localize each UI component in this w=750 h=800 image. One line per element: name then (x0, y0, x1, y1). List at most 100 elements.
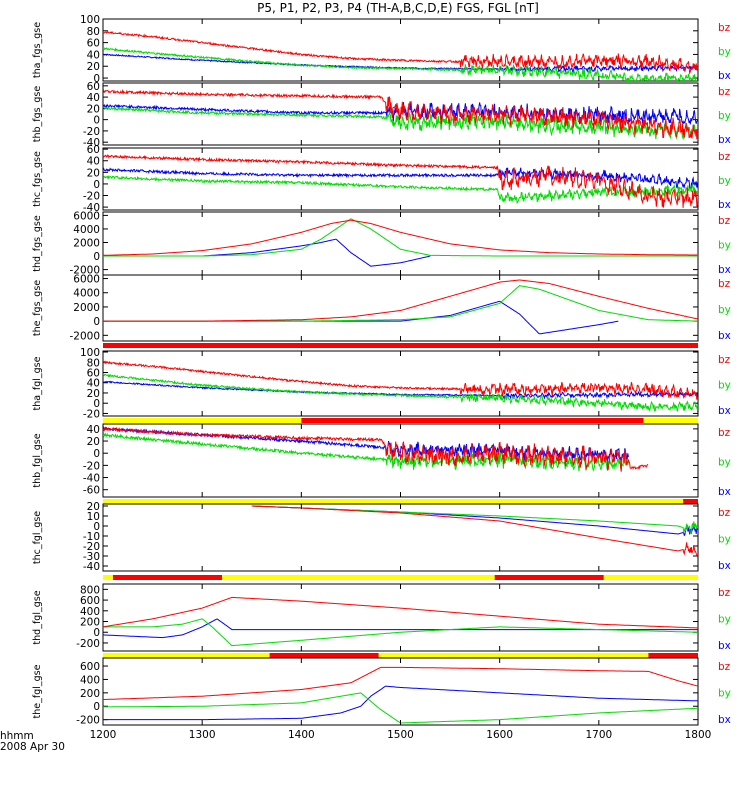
legend-by: by (718, 380, 731, 392)
series-bz (103, 88, 698, 142)
series-bz (103, 425, 649, 472)
panel-frame (102, 583, 699, 652)
y-tick-label: 6000 (73, 274, 100, 286)
y-tick-label: 20 (87, 501, 100, 513)
status-bar-segment (648, 653, 698, 658)
series-bz (103, 219, 698, 256)
status-bar-segment (683, 499, 698, 504)
legend-bz: bz (718, 151, 731, 163)
series-by (103, 618, 698, 647)
y-tick-label: 40 (87, 156, 100, 168)
series-by (103, 174, 698, 205)
status-bar-segment (103, 653, 270, 658)
y-tick-label: 400 (80, 606, 100, 618)
y-axis-label: tha_fgl_gse (32, 356, 43, 410)
panel-frame (102, 503, 699, 572)
legend-bz: bz (718, 587, 731, 599)
series-bz (103, 666, 698, 700)
series-by (103, 432, 629, 472)
series-group (103, 218, 698, 267)
y-tick-label: -2000 (69, 265, 100, 277)
status-bar-segment (378, 653, 649, 658)
status-bar-segment (643, 418, 698, 423)
series-bx (251, 505, 698, 537)
status-bar-segment (494, 575, 604, 580)
series-bx (103, 300, 619, 335)
x-tick-label: 1300 (189, 729, 216, 741)
y-axis-label: the_fgs_gse (32, 280, 43, 336)
legend-by: by (718, 457, 731, 469)
x-tick-label: 1800 (685, 729, 712, 741)
y-tick-label: 20 (87, 61, 100, 73)
y-tick-label: -40 (83, 137, 100, 149)
y-tick-label: -40 (83, 202, 100, 214)
date-label: 2008 Apr 30 (0, 741, 65, 753)
y-tick-label: 20 (87, 388, 100, 400)
y-tick-label: 4000 (73, 288, 100, 300)
series-group (103, 30, 698, 81)
status-bar-segment (103, 418, 302, 423)
y-tick-label: 200 (80, 617, 100, 629)
y-tick-label: 60 (87, 144, 100, 156)
y-tick-label: -20 (83, 408, 100, 420)
legend-bx: bx (718, 330, 731, 342)
series-by (103, 373, 698, 413)
status-bar-segment (103, 575, 113, 580)
panel-the_fgs_gse: 6000 4000 2000 0 -2000 the_fgs_gse bz by bx (32, 274, 731, 343)
series-by (103, 47, 698, 81)
y-tick-label: 10 (87, 511, 100, 523)
panel-frame (102, 211, 699, 276)
status-bar-segment (269, 653, 379, 658)
y-tick-label: -40 (83, 473, 100, 485)
legend-bz: bz (718, 215, 731, 227)
y-tick-label: 40 (87, 424, 100, 436)
y-axis-label: thc_fgl_gse (32, 511, 43, 564)
series-bz (103, 360, 698, 402)
y-tick-label: 20 (87, 103, 100, 115)
legend-bz: bz (718, 22, 731, 34)
y-axis-label: thc_fgs_gse (32, 151, 43, 207)
series-bz (103, 30, 698, 75)
legend-bx: bx (718, 70, 731, 82)
y-tick-label: -60 (83, 485, 100, 497)
series-group (103, 154, 698, 208)
y-tick-label: -40 (83, 561, 100, 573)
y-tick-label: -20 (83, 541, 100, 553)
legend-by: by (718, 175, 731, 187)
y-tick-label: 200 (80, 688, 100, 700)
legend-bz: bz (718, 661, 731, 673)
legend-bx: bx (718, 199, 731, 211)
legend-by: by (718, 46, 731, 58)
y-tick-label: 400 (80, 674, 100, 686)
panel-frame (102, 657, 699, 726)
x-tick-label: 1500 (387, 729, 414, 741)
series-group (103, 360, 698, 413)
series-group (103, 279, 698, 335)
y-tick-label: 0 (93, 73, 100, 85)
y-tick-label: -2000 (69, 330, 100, 342)
y-tick-label: -10 (83, 531, 100, 543)
status-bar-segment (103, 499, 684, 504)
y-tick-label: -20 (83, 460, 100, 472)
y-axis-label: tha_fgs_gse (32, 22, 43, 78)
panel-frame (102, 18, 699, 82)
legend-by: by (718, 240, 731, 252)
series-bz (103, 154, 698, 208)
y-tick-label: 40 (87, 49, 100, 61)
legend-bz: bz (718, 427, 731, 439)
status-bar-segment (103, 343, 698, 348)
series-group (103, 666, 698, 724)
legend-bz: bz (718, 86, 731, 98)
x-tick-label: 1200 (90, 729, 117, 741)
series-by (103, 692, 698, 724)
